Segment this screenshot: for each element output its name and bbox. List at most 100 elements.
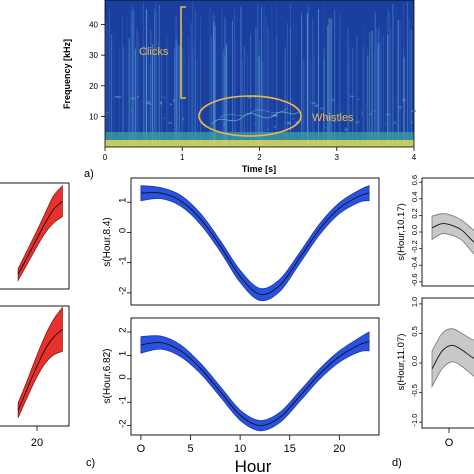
noise-speck (301, 121, 304, 124)
noise-speck (137, 95, 139, 98)
noise-speck (320, 107, 325, 110)
noise-speck (325, 117, 328, 120)
whistle-trace (211, 111, 299, 125)
y-tick-label: -0.2 (410, 240, 419, 253)
spectrogram-panel: Clicks Whistles 10 20 30 40 0 1 2 3 4 Frequency… (62, 0, 417, 180)
noise-speck (295, 121, 300, 124)
y-tick-label: 0.5 (410, 326, 419, 336)
noise-speck (168, 121, 173, 124)
smooth-curve (431, 223, 474, 243)
panel-b: 20 (0, 182, 70, 449)
y-tick-label: -2 (118, 287, 129, 295)
panel-d-x-tick-label: O (445, 437, 454, 449)
noise-speck (289, 98, 292, 102)
y-tick-label: 0.2 (410, 208, 419, 218)
whistle-trace (219, 107, 289, 119)
y-tick-label: 0.6 (410, 175, 419, 185)
noise-speck (130, 97, 136, 100)
panel-d-top-y-ticks: 0.6 0.4 0.2 0.0 -0.2 -0.4 -0.6 (410, 175, 422, 286)
x-tick-label: 15 (284, 443, 296, 455)
panel-d: 0.6 0.4 0.2 0.0 -0.2 -0.4 -0.6 1.0 0.5 0.0 -0.5 -1… (392, 175, 474, 469)
noise-speck (385, 123, 387, 125)
noise-speck (398, 106, 402, 109)
noise-speck (114, 96, 120, 98)
noise-speck (324, 127, 328, 129)
y-tick-label: 0 (118, 374, 129, 379)
noise-speck (344, 128, 348, 131)
noise-speck (357, 98, 360, 100)
panel-c-top-frame (130, 177, 380, 306)
y-tick-label: -1 (118, 396, 129, 404)
y-tick-label: 2 (118, 327, 129, 332)
x-tick-label: 4 (412, 153, 417, 162)
noise-speck (345, 127, 347, 130)
panel-c-label: c) (86, 457, 95, 469)
panel-d-top-plot (431, 213, 474, 255)
noise-speck (116, 96, 122, 98)
noise-speck (323, 115, 326, 117)
smooth-curve (431, 344, 474, 370)
noise-speck (350, 95, 355, 98)
noise-speck (182, 117, 184, 121)
noise-speck (369, 113, 373, 115)
spectrogram-x-label: Time [s] (242, 164, 276, 174)
y-tick-label: -0.6 (410, 273, 419, 286)
smooth-curve (17, 200, 63, 275)
y-tick-label: -0.4 (410, 257, 419, 270)
noise-speck (273, 126, 276, 128)
noise-speck (410, 121, 415, 124)
noise-speck (160, 101, 163, 105)
x-tick-label: 2 (257, 153, 262, 162)
confidence-band (17, 306, 63, 418)
noise-speck (374, 109, 376, 113)
y-tick-label: -0.5 (410, 384, 419, 397)
confidence-band (140, 331, 370, 432)
panel-b-top-frame (0, 182, 70, 290)
clicks-bracket (180, 6, 186, 99)
noise-speck (203, 127, 206, 129)
spectrogram-x-ticks: 0 1 2 3 4 (103, 147, 417, 162)
spectrogram-y-ticks: 10 20 30 40 (89, 21, 105, 121)
panel-c: 10-1-2 210-1-2 O 5 10 15 20 s(Hour,8.4) s(Ho… (86, 177, 380, 474)
spectrogram-low-band-bright (105, 140, 414, 147)
noise-speck (395, 100, 398, 102)
noise-speck (334, 121, 337, 123)
noise-speck (341, 111, 345, 113)
panel-a-label: a) (84, 168, 94, 180)
noise-speck (350, 120, 352, 123)
noise-speck (280, 101, 282, 103)
panel-c-top-y-label: s(Hour,8.4) (102, 217, 113, 266)
y-tick-label: 1.0 (410, 297, 419, 307)
noise-speck (311, 102, 317, 104)
y-tick-label: 1 (118, 351, 129, 356)
panel-d-bottom-plot (431, 328, 474, 389)
whistles-ellipse (198, 95, 302, 137)
panel-c-top-y-ticks: 1 0 -1 -2 (118, 198, 131, 295)
x-tick-label: 3 (335, 153, 340, 162)
noise-speck (292, 118, 294, 120)
y-tick-label: 0.4 (410, 192, 419, 202)
y-tick-label: 40 (89, 21, 98, 30)
noise-speck (141, 101, 144, 103)
noise-speck (402, 98, 406, 102)
noise-speck (372, 110, 375, 111)
confidence-band (431, 213, 474, 255)
confidence-band (431, 328, 474, 389)
x-tick-label: 1 (180, 153, 185, 162)
noise-speck (169, 103, 173, 105)
panel-d-label: d) (392, 457, 402, 469)
noise-speck (361, 112, 363, 116)
y-tick-label: -1 (118, 256, 129, 264)
y-tick-label: 1 (118, 198, 129, 203)
whistles-annotation: Whistles (312, 112, 354, 124)
noise-speck (173, 99, 176, 102)
noise-speck (287, 121, 291, 125)
x-tick-label: 5 (187, 443, 193, 455)
y-tick-label: 0.0 (410, 225, 419, 235)
y-tick-label: 0.0 (410, 356, 419, 366)
noise-speck (161, 96, 166, 98)
panel-c-bottom-y-ticks: 2 1 0 -1 -2 (118, 327, 131, 428)
x-tick-label: 10 (234, 443, 246, 455)
noise-speck (145, 101, 150, 104)
